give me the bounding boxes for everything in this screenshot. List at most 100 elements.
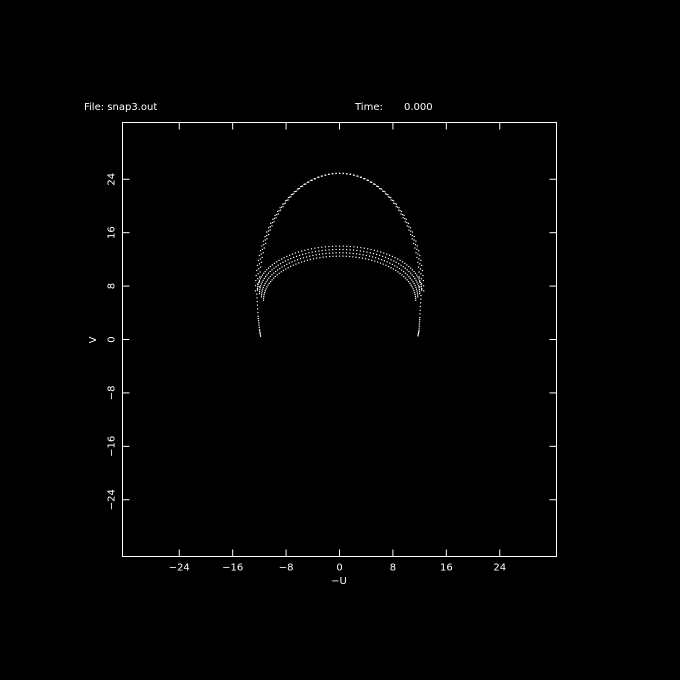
data-point — [255, 285, 256, 286]
data-point — [322, 175, 323, 176]
data-point — [258, 282, 259, 283]
data-point — [273, 273, 274, 274]
data-point — [284, 203, 285, 204]
data-point — [370, 252, 371, 253]
data-point — [270, 266, 271, 267]
data-point — [284, 257, 285, 258]
data-point — [397, 267, 398, 268]
data-point — [261, 254, 262, 255]
y-tick-label: 24 — [107, 173, 118, 186]
data-point — [294, 260, 295, 261]
data-point — [258, 320, 259, 321]
data-point — [292, 253, 293, 254]
data-point — [412, 269, 413, 270]
data-point — [325, 174, 326, 175]
data-point — [268, 231, 269, 232]
data-point — [259, 291, 260, 292]
data-point — [316, 254, 317, 255]
data-point — [339, 249, 340, 250]
data-point — [353, 246, 354, 247]
data-point — [385, 265, 386, 266]
data-point — [366, 180, 367, 181]
data-point — [402, 214, 403, 215]
data-point — [419, 255, 420, 256]
data-point — [419, 276, 420, 277]
data-point — [298, 262, 299, 263]
data-point — [290, 258, 291, 259]
data-point — [346, 173, 347, 174]
data-point — [381, 259, 382, 260]
data-point — [280, 210, 281, 211]
data-point — [408, 226, 409, 227]
data-point — [346, 252, 347, 253]
data-point — [353, 174, 354, 175]
data-point — [417, 254, 418, 255]
data-point — [279, 273, 280, 274]
data-point — [313, 258, 314, 259]
data-point — [336, 173, 337, 174]
data-point — [393, 260, 394, 261]
data-point — [276, 214, 277, 215]
data-point — [277, 211, 278, 212]
data-point — [339, 252, 340, 253]
data-point — [278, 260, 279, 261]
data-point — [308, 181, 309, 182]
data-point — [365, 258, 366, 259]
data-point — [352, 256, 353, 257]
data-point — [257, 312, 258, 313]
data-point — [349, 174, 350, 175]
data-point — [366, 252, 367, 253]
data-point — [378, 258, 379, 259]
data-point — [412, 281, 413, 282]
data-point — [266, 281, 267, 282]
data-point — [415, 280, 416, 281]
data-point — [418, 287, 419, 288]
data-point — [399, 273, 400, 274]
data-point — [290, 266, 291, 267]
data-point — [421, 288, 422, 289]
data-point — [273, 268, 274, 269]
data-point — [259, 263, 260, 264]
data-point — [413, 243, 414, 244]
data-point — [270, 276, 271, 277]
data-point — [420, 299, 421, 300]
data-point — [261, 292, 262, 293]
data-point — [419, 313, 420, 314]
data-point — [259, 330, 260, 331]
plot-frame — [123, 123, 557, 557]
data-point — [256, 275, 257, 276]
data-point — [326, 256, 327, 257]
data-point — [349, 253, 350, 254]
x-axis-label: −U — [331, 576, 347, 587]
data-point — [401, 274, 402, 275]
data-point — [291, 261, 292, 262]
data-point — [272, 219, 273, 220]
data-point — [332, 252, 333, 253]
data-point — [259, 329, 260, 330]
data-point — [258, 284, 259, 285]
data-point — [312, 252, 313, 253]
data-point — [350, 246, 351, 247]
data-point — [270, 281, 271, 282]
data-point — [389, 197, 390, 198]
data-point — [275, 276, 276, 277]
data-point — [382, 191, 383, 192]
data-point — [389, 263, 390, 264]
data-point — [421, 286, 422, 287]
data-point — [407, 269, 408, 270]
data-point — [405, 273, 406, 274]
data-point — [362, 254, 363, 255]
data-point — [261, 283, 262, 284]
data-point — [328, 246, 329, 247]
data-point — [271, 279, 272, 280]
data-point — [323, 257, 324, 258]
data-point — [285, 203, 286, 204]
data-point — [258, 273, 259, 274]
data-point — [405, 221, 406, 222]
data-point — [274, 218, 275, 219]
data-point — [400, 210, 401, 211]
data-point — [305, 253, 306, 254]
data-point — [263, 280, 264, 281]
data-point — [397, 271, 398, 272]
data-point — [260, 267, 261, 268]
